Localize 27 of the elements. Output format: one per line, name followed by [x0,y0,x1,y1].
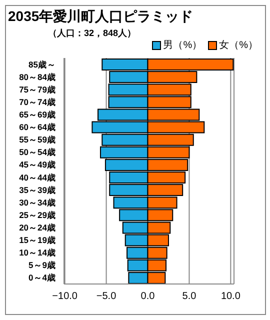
y-tick-label: 55～59歳 [19,134,56,145]
y-tick-label: 65～69歳 [19,110,56,120]
y-tick-label: 45～49歳 [19,160,56,170]
y-tick-label: 0～4歳 [28,272,56,283]
y-tick-label: 85歳～ [28,59,56,70]
legend-label: 男（%） [162,39,202,52]
y-tick-label: 70～74歳 [19,96,56,107]
chart-title: 2035年愛川町人口ピラミッド [8,8,194,26]
y-tick-label: 25～29歳 [19,210,56,220]
y-tick-label: 50～54歳 [19,147,56,158]
x-tick-label: 0.0 [140,291,156,302]
y-tick-label: 35～39歳 [19,184,56,195]
x-tick-label: 5.0 [182,291,197,302]
x-tick-label: 10.0 [220,291,241,302]
y-tick-label: 15～19歳 [19,235,56,246]
y-tick-label: 60～64歳 [19,122,56,132]
x-tick-label: −10.0 [52,291,78,302]
y-tick-label: 5～9歳 [28,260,56,270]
y-tick-label: 40～44歳 [19,172,56,182]
y-tick-label: 80～84歳 [19,72,56,82]
y-tick-label: 75～79歳 [19,84,56,94]
y-tick-label: 10～14歳 [19,248,56,258]
x-tick-label: −5.0 [96,291,117,302]
legend-label: 女（%） [218,39,258,52]
y-tick-label: 30～34歳 [19,197,56,208]
y-tick-label: 20～24歳 [19,222,56,233]
chart-subtitle: （人口：32，848人） [48,27,136,40]
